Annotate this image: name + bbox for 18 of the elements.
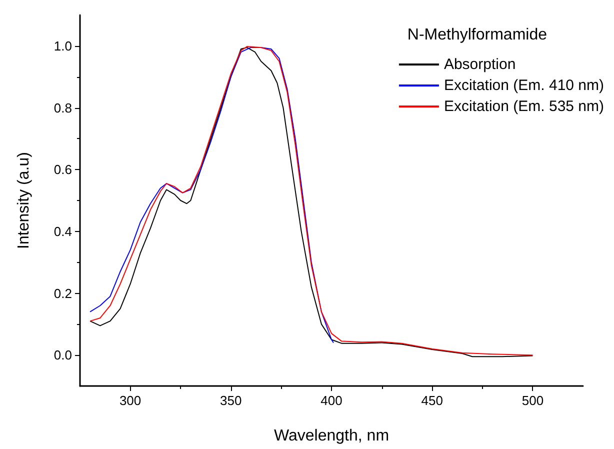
y-tick-label: 1.0 (54, 38, 72, 54)
y-axis-title: Intensity (a.u) (16, 152, 32, 249)
y-tick-label: 0.2 (54, 286, 72, 301)
y-tick-label: 0.0 (54, 348, 72, 363)
y-tick-label: 0.4 (54, 224, 72, 239)
y-tick-label: 0.6 (54, 162, 72, 178)
line-series (90, 46, 334, 344)
x-tick-label: 300 (119, 393, 142, 408)
x-tick-label: 450 (421, 393, 443, 408)
legend-label: Excitation (Em. 410 nm) (444, 77, 604, 94)
legend-title: N-Methylformamide (407, 26, 548, 44)
x-tick-label: 500 (522, 393, 544, 408)
legend-label: Excitation (Em. 535 nm) (444, 98, 604, 115)
legend-label: Absorption (444, 56, 516, 73)
x-tick-label: 350 (220, 393, 242, 408)
x-axis-title: Wavelength, nm (274, 428, 390, 444)
x-tick-label: 400 (320, 393, 342, 408)
y-tick-label: 0.8 (54, 100, 72, 116)
